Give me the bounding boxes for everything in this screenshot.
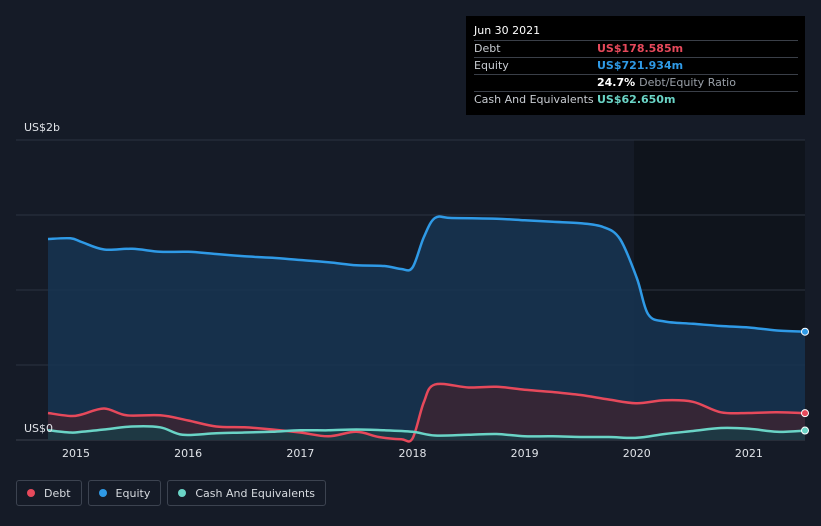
- y-axis-bottom-label: US$0: [24, 422, 53, 435]
- x-tick-label: 2017: [286, 447, 314, 460]
- legend-label-equity: Equity: [115, 486, 151, 500]
- legend-dot-cash: [178, 489, 187, 497]
- x-tick-label: 2015: [62, 447, 90, 460]
- tooltip-ratio-label: [474, 75, 597, 91]
- y-axis-top-label: US$2b: [24, 121, 60, 134]
- series-lines: [47, 215, 806, 443]
- tooltip-ratio-value: 24.7% Debt/Equity Ratio: [597, 75, 736, 91]
- series-end-marker-equity: [801, 327, 809, 336]
- series-line-debt: [47, 382, 806, 443]
- tooltip-equity-value: US$721.934m: [597, 59, 684, 72]
- tooltip-debt-value: US$178.585m: [597, 42, 684, 55]
- tooltip-row-ratio: 24.7% Debt/Equity Ratio: [474, 75, 798, 92]
- series-area-equity: [48, 216, 805, 440]
- tooltip-equity-label: Equity: [474, 59, 509, 72]
- series-end-marker-cash-and-equivalents: [801, 426, 809, 435]
- tooltip-row-cash: Cash And Equivalents US$62.650m: [474, 92, 798, 108]
- tooltip-debt-label: Debt: [474, 42, 501, 55]
- x-axis-ticks: 2015 2016 2017 2018 2019 2020 2021: [62, 447, 763, 460]
- x-tick-label: 2021: [735, 447, 763, 460]
- legend-item-equity[interactable]: Equity: [87, 480, 162, 506]
- legend-item-cash[interactable]: Cash And Equivalents: [167, 480, 326, 506]
- x-tick-label: 2019: [511, 447, 539, 460]
- data-tooltip: Jun 30 2021 Debt US$178.585m Equity US$7…: [466, 16, 805, 115]
- tooltip-ratio-suffix: Debt/Equity Ratio: [639, 76, 736, 89]
- series-end-marker-debt: [801, 409, 809, 418]
- series-area-cash-and-equivalents: [48, 426, 805, 440]
- tooltip-cash-label: Cash And Equivalents: [474, 93, 594, 106]
- x-tick-label: 2020: [623, 447, 651, 460]
- tooltip-row-debt: Debt US$178.585m: [474, 41, 798, 58]
- legend-label-debt: Debt: [44, 486, 71, 500]
- series-area-debt: [48, 383, 805, 442]
- tooltip-cash-value: US$62.650m: [597, 93, 676, 106]
- series-line-equity: [47, 215, 806, 333]
- series-line-cash-and-equivalents: [47, 424, 806, 440]
- legend-item-debt[interactable]: Debt: [16, 480, 82, 506]
- x-tick-label: 2018: [398, 447, 426, 460]
- tooltip-ratio-number: 24.7%: [597, 76, 636, 89]
- chart-legend: Debt Equity Cash And Equivalents: [16, 480, 326, 506]
- series-end-markers: [801, 327, 809, 435]
- series-areas: [48, 216, 805, 442]
- tooltip-date: Jun 30 2021: [474, 22, 798, 41]
- legend-label-cash: Cash And Equivalents: [195, 486, 315, 500]
- tooltip-row-equity: Equity US$721.934m: [474, 58, 798, 75]
- legend-dot-equity: [98, 489, 107, 497]
- x-tick-label: 2016: [174, 447, 202, 460]
- legend-dot-debt: [27, 489, 35, 497]
